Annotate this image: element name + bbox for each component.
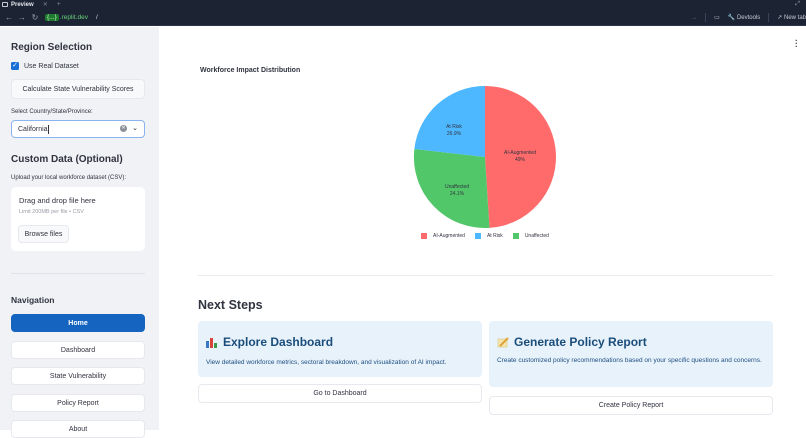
divider bbox=[705, 13, 707, 22]
legend-item-unaffected[interactable]: Unaffected bbox=[512, 233, 549, 239]
card-title-row: Generate Policy Report bbox=[497, 335, 647, 349]
create-policy-report-button[interactable]: Create Policy Report bbox=[489, 396, 773, 415]
go-to-dashboard-button[interactable]: Go to Dashboard bbox=[198, 384, 482, 403]
slice-at-risk[interactable] bbox=[414, 85, 485, 157]
slice-value-unaffected: 24.1% bbox=[450, 191, 465, 197]
legend-label: AI-Augmented bbox=[433, 233, 465, 239]
card-description: Create customized policy recommendations… bbox=[497, 357, 762, 364]
legend-label: At Risk bbox=[486, 233, 503, 239]
slice-value-at-risk: 26.9% bbox=[447, 131, 462, 137]
nav-home-button[interactable]: Home bbox=[11, 314, 145, 332]
reload-icon[interactable]: ↻ bbox=[31, 12, 39, 22]
slice-unaffected[interactable] bbox=[413, 149, 490, 229]
slice-ai-augmented[interactable] bbox=[485, 86, 557, 228]
card-title: Generate Policy Report bbox=[514, 335, 647, 349]
slice-label-at-risk: At Risk bbox=[446, 124, 462, 130]
url-field[interactable]: {...} .replit.dev / bbox=[45, 13, 98, 21]
back-icon[interactable]: ← bbox=[5, 12, 13, 22]
devtools-button[interactable]: 🔧 Devtools bbox=[727, 15, 761, 21]
slice-value-ai-augmented: 49% bbox=[515, 157, 526, 163]
pie-slices bbox=[413, 85, 557, 229]
card-description: View detailed workforce metrics, sectora… bbox=[206, 359, 447, 366]
new-tab-icon[interactable]: + bbox=[56, 1, 61, 8]
generate-policy-report-card: Generate Policy Report Create customized… bbox=[489, 321, 773, 387]
main-content: · · · Workforce Impact Distribution AI-Aug… bbox=[159, 27, 806, 430]
chevron-down-icon[interactable]: ⌄ bbox=[132, 125, 138, 132]
nav-state-vulnerability-button[interactable]: State Vulnerability bbox=[11, 367, 145, 385]
text-cursor bbox=[48, 124, 50, 134]
card-title-row: Explore Dashboard bbox=[206, 335, 333, 349]
monitor-icon bbox=[2, 2, 8, 7]
chart-title: Workforce Impact Distribution bbox=[200, 67, 301, 74]
region-selection-heading: Region Selection bbox=[11, 42, 93, 53]
legend-item-ai-augmented[interactable]: AI-Augmented bbox=[421, 233, 465, 239]
legend-swatch bbox=[474, 233, 481, 239]
sidebar: Region Selection ✓ Use Real Dataset Calc… bbox=[0, 27, 159, 438]
tab-title: Preview bbox=[11, 1, 34, 8]
url-bar: ← → ↻ {...} .replit.dev / → ▭ 🔧 Devtools… bbox=[0, 9, 806, 26]
slice-label-unaffected: Unaffected bbox=[445, 184, 469, 190]
new-tab-label: New tab bbox=[783, 15, 806, 21]
expand-icon[interactable]: ⤢ bbox=[795, 1, 800, 7]
screen-icon[interactable]: ▭ bbox=[714, 15, 720, 21]
upload-label: Upload your local workforce dataset (CSV… bbox=[11, 175, 127, 181]
nav-policy-report-button[interactable]: Policy Report bbox=[11, 394, 145, 412]
section-divider bbox=[198, 275, 773, 276]
more-options-icon[interactable]: · · · bbox=[795, 36, 798, 51]
legend-swatch bbox=[512, 233, 519, 239]
new-tab-button[interactable]: ↗ New tab bbox=[777, 15, 806, 21]
sidebar-divider bbox=[11, 273, 145, 274]
browse-files-button[interactable]: Browse files bbox=[18, 225, 69, 243]
card-title: Explore Dashboard bbox=[223, 335, 334, 349]
use-real-dataset-checkbox[interactable]: ✓ Use Real Dataset bbox=[11, 62, 79, 70]
dropzone-title: Drag and drop file here bbox=[19, 196, 96, 205]
dropzone-limit: Limit 200MB per file • CSV bbox=[19, 209, 84, 215]
use-real-dataset-label: Use Real Dataset bbox=[24, 62, 79, 70]
next-steps-heading: Next Steps bbox=[198, 298, 263, 312]
workforce-impact-pie-chart: AI-Augmented 49% At Risk 26.9% Unaffecte… bbox=[413, 85, 557, 229]
bar-chart-icon bbox=[206, 337, 218, 348]
url-domain-badge: {...} bbox=[45, 13, 59, 21]
url-host: .replit.dev bbox=[59, 13, 88, 21]
custom-data-heading: Custom Data (Optional) bbox=[11, 154, 123, 165]
file-dropzone[interactable]: Drag and drop file here Limit 200MB per … bbox=[11, 187, 145, 251]
navigation-heading: Navigation bbox=[11, 295, 55, 305]
select-region-label: Select Country/State/Province: bbox=[11, 109, 93, 115]
url-path: / bbox=[95, 13, 98, 21]
memo-icon bbox=[497, 336, 509, 347]
tab-preview[interactable]: Preview ✕ + bbox=[0, 0, 61, 9]
calculate-vulnerability-button[interactable]: Calculate State Vulnerability Scores bbox=[11, 79, 145, 99]
devtools-label: Devtools bbox=[736, 15, 761, 21]
nav-about-button[interactable]: About bbox=[11, 420, 145, 438]
browser-tab-bar: Preview ✕ + ⤢ bbox=[0, 0, 806, 9]
region-select-value: California bbox=[18, 125, 48, 133]
legend-label: Unaffected bbox=[524, 233, 549, 239]
chart-legend: AI-Augmented At Risk Unaffected bbox=[421, 233, 559, 239]
divider bbox=[768, 13, 770, 22]
nav-dashboard-button[interactable]: Dashboard bbox=[11, 341, 145, 359]
checkmark-icon[interactable]: ✓ bbox=[11, 62, 19, 70]
legend-swatch bbox=[421, 233, 427, 239]
slice-label-ai-augmented: AI-Augmented bbox=[504, 150, 536, 156]
explore-dashboard-card: Explore Dashboard View detailed workforc… bbox=[198, 321, 482, 377]
close-tab-icon[interactable]: ✕ bbox=[42, 2, 48, 8]
region-select[interactable]: California ✕ ⌄ bbox=[11, 120, 145, 138]
go-arrow-icon[interactable]: → bbox=[691, 14, 698, 21]
legend-item-at-risk[interactable]: At Risk bbox=[474, 233, 503, 239]
clear-icon[interactable]: ✕ bbox=[120, 125, 127, 132]
forward-icon[interactable]: → bbox=[18, 12, 26, 22]
